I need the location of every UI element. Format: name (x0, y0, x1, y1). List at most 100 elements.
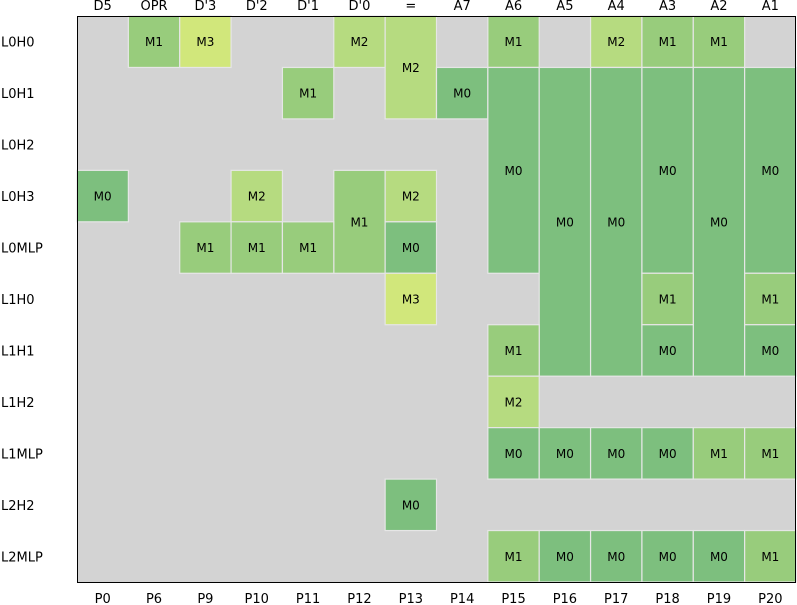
cell-label: M1 (299, 87, 317, 101)
plot-frame (77, 16, 796, 583)
heatmap-cell (333, 169, 386, 274)
row-label: L0H3 (1, 190, 35, 205)
row-label: L1MLP (1, 447, 43, 462)
cell-label: M0 (710, 215, 728, 229)
column-label-top: D'1 (297, 0, 319, 14)
heatmap-cell (589, 66, 643, 377)
column-label-top: D5 (94, 0, 112, 14)
row-label: L0H0 (1, 36, 35, 51)
cell-label: M1 (710, 35, 728, 49)
column-label-top: D'3 (194, 0, 216, 14)
heatmap-cell (281, 66, 335, 120)
heatmap-cell (589, 529, 643, 583)
cell-label: M0 (607, 447, 625, 461)
column-label-top: A6 (505, 0, 522, 14)
column-label-top: A2 (710, 0, 727, 14)
cell-label: M1 (350, 215, 368, 229)
heatmap-cell (744, 324, 797, 377)
row-label: L2H2 (1, 499, 35, 514)
heatmap-cell (641, 427, 694, 480)
column-label-top: A7 (454, 0, 471, 14)
heatmap-cell (692, 529, 746, 583)
column-label-top: A3 (659, 0, 676, 14)
cell-label: M1 (659, 35, 677, 49)
bottom-column-labels: P0 P6 P9 P10 P11 P12 P13 P14 P15 P16 P17 P18 P19 P20 (95, 592, 783, 605)
cell-label: M1 (761, 447, 779, 461)
row-label: L0H2 (1, 139, 35, 154)
column-label-top: D'0 (349, 0, 371, 14)
cell-label: M1 (761, 293, 779, 307)
cell-label: M0 (710, 550, 728, 564)
cell-label: M3 (196, 35, 214, 49)
heatmap-cell (230, 169, 284, 223)
cell-label: M0 (505, 164, 523, 178)
cell-label: M1 (659, 293, 677, 307)
heatmap-cell (487, 427, 540, 480)
heatmap-cell (179, 221, 232, 274)
cell-label: M1 (248, 241, 266, 255)
column-label-bottom: P20 (758, 592, 782, 605)
cell-label: M0 (761, 164, 779, 178)
row-label: L0H1 (1, 87, 35, 102)
cell-label: M0 (505, 447, 523, 461)
heatmap-cell (487, 15, 540, 69)
column-label-top: D'2 (246, 0, 268, 14)
column-label-bottom: P13 (399, 592, 423, 605)
heatmap-cell (487, 529, 540, 583)
heatmap-cell (435, 66, 489, 120)
column-label-bottom: P19 (707, 592, 731, 605)
column-label-bottom: P17 (604, 592, 628, 605)
cell-label: M2 (505, 395, 523, 409)
cell-label: M2 (607, 35, 625, 49)
cell-label: M0 (659, 550, 677, 564)
column-label-top: OPR (140, 0, 167, 14)
heatmap-cell (384, 169, 438, 223)
cell-label: M1 (761, 550, 779, 564)
cell-label: M1 (505, 344, 523, 358)
cell-label: M0 (659, 344, 677, 358)
cell-label: M1 (505, 35, 523, 49)
column-label-bottom: P16 (553, 592, 577, 605)
row-label: L1H1 (1, 344, 35, 359)
column-label-bottom: P11 (296, 592, 320, 605)
heatmap-cell (692, 427, 746, 480)
heatmap-cell (641, 15, 694, 69)
heatmap-cell (384, 478, 438, 532)
top-column-labels: D5 OPR D'3 D'2 D'1 D'0 = A7 A6 A5 A4 A3 A2 A1 (94, 0, 779, 14)
cell-label: M1 (145, 35, 163, 49)
heatmap-cell (281, 221, 335, 274)
cell-label: M0 (659, 447, 677, 461)
column-label-top: A5 (556, 0, 573, 14)
heatmap-cell (538, 529, 592, 583)
row-label: L1H0 (1, 293, 35, 308)
heatmap-cell (384, 272, 438, 326)
column-label-bottom: P9 (197, 592, 213, 605)
column-label-bottom: P15 (501, 592, 525, 605)
cell-label: M0 (659, 164, 677, 178)
column-label-bottom: P18 (655, 592, 679, 605)
column-label-bottom: P6 (146, 592, 162, 605)
heatmap-cell (744, 66, 797, 274)
cell-label: M0 (607, 215, 625, 229)
cell-label: M2 (350, 35, 368, 49)
heatmap-cell (692, 66, 746, 377)
cell-label: M0 (556, 550, 574, 564)
cell-label: M0 (607, 550, 625, 564)
cell-label: M0 (556, 215, 574, 229)
heatmap-cell (641, 272, 694, 326)
heatmap-cell (692, 15, 746, 69)
cell-label: M1 (505, 550, 523, 564)
cell-label: M0 (761, 344, 779, 358)
row-label: L2MLP (1, 550, 43, 565)
row-labels: L0H0 L0H1 L0H2 L0H3 L0MLP L1H0 L1H1 L1H2 L1MLP L2… (1, 36, 43, 566)
heatmap-cell (487, 66, 540, 274)
heatmap-cell (487, 375, 540, 429)
heatmap-cell (76, 169, 129, 223)
column-label-top: A1 (762, 0, 779, 14)
cell-label: M2 (402, 190, 420, 204)
cell-label: M2 (248, 190, 266, 204)
cell-label: M3 (402, 293, 420, 307)
column-label-bottom: P10 (245, 592, 269, 605)
heatmap-cell (333, 15, 386, 69)
